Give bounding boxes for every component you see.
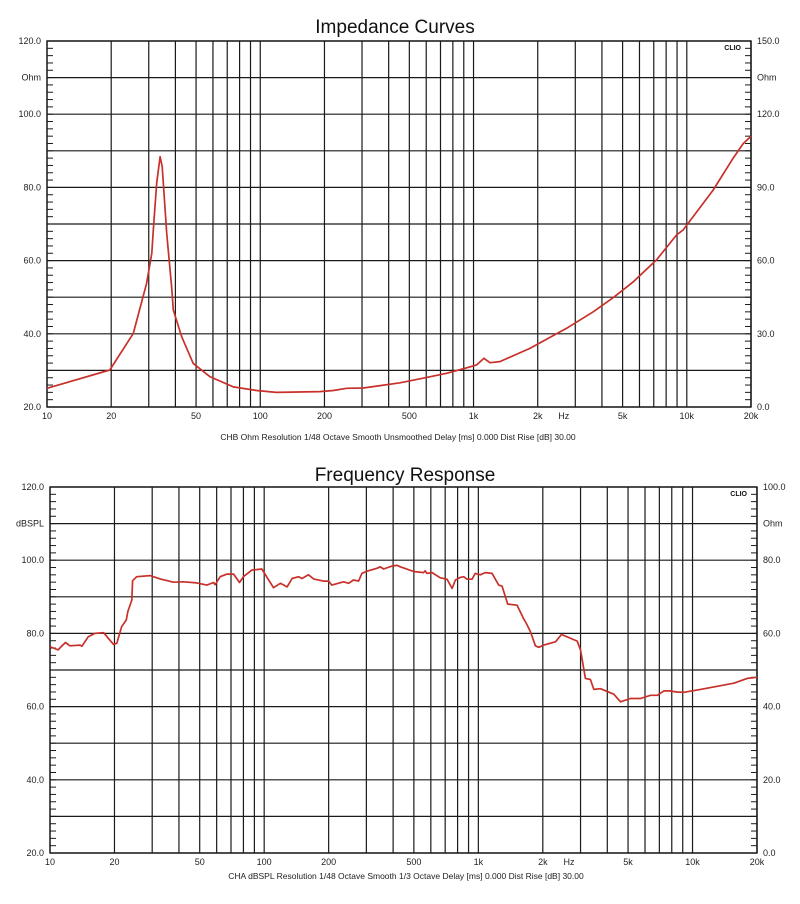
x-tick-label: 20k — [744, 411, 759, 421]
plot-frame — [49, 486, 758, 854]
x-tick-label: 5k — [618, 411, 628, 421]
y-tick-label-left: dBSPL — [16, 519, 44, 529]
x-tick-label: 100 — [253, 411, 268, 421]
x-tick-label: 20 — [106, 411, 116, 421]
y-tick-label-left: 100.0 — [21, 555, 44, 565]
x-tick-label: 50 — [195, 857, 205, 867]
x-tick-label: 20 — [109, 857, 119, 867]
clio-logo: CLIO — [724, 45, 741, 52]
chart-title: Frequency Response — [315, 465, 496, 486]
x-axis-unit-label: Hz — [564, 857, 575, 867]
x-tick-label: 1k — [469, 411, 479, 421]
clio-logo: CLIO — [730, 491, 747, 498]
y-tick-label-right: 80.0 — [763, 555, 781, 565]
grid — [46, 40, 752, 408]
y-tick-label-left: 60.0 — [23, 256, 41, 266]
x-tick-label: 5k — [623, 857, 633, 867]
y-tick-label-right: 30.0 — [757, 329, 775, 339]
x-tick-label: 10k — [680, 411, 695, 421]
x-tick-label: 200 — [321, 857, 336, 867]
y-tick-label-right: 0.0 — [757, 402, 770, 412]
y-tick-label-right: 60.0 — [763, 628, 781, 638]
x-tick-label: 10 — [42, 411, 52, 421]
grid — [49, 486, 758, 854]
y-tick-label-right: 90.0 — [757, 182, 775, 192]
y-tick-label-right: 40.0 — [763, 702, 781, 712]
x-axis-unit-label: Hz — [558, 411, 569, 421]
frequency-response-chart: Frequency Response CHA dBSPL Resolution … — [16, 465, 786, 881]
y-tick-label-left: 120.0 — [21, 482, 44, 492]
x-tick-label: 500 — [406, 857, 421, 867]
y-tick-label-left: 40.0 — [23, 329, 41, 339]
y-tick-label-right: Ohm — [763, 519, 783, 529]
y-tick-label-left: 60.0 — [26, 702, 44, 712]
x-tick-label: 2k — [533, 411, 543, 421]
y-tick-label-right: Ohm — [757, 73, 777, 83]
y-tick-label-left: 40.0 — [26, 775, 44, 785]
y-tick-label-left: 80.0 — [23, 182, 41, 192]
x-tick-label: 100 — [257, 857, 272, 867]
y-tick-label-left: 120.0 — [18, 36, 41, 46]
y-tick-label-left: 20.0 — [26, 848, 44, 858]
x-tick-label: 500 — [402, 411, 417, 421]
y-tick-label-right: 0.0 — [763, 848, 776, 858]
y-tick-label-right: 100.0 — [763, 482, 786, 492]
plot-frame — [46, 40, 752, 408]
y-tick-label-right: 150.0 — [757, 36, 780, 46]
x-tick-label: 10k — [685, 857, 700, 867]
y-tick-label-right: 120.0 — [757, 109, 780, 119]
y-tick-label-left: 100.0 — [18, 109, 41, 119]
x-tick-label: 1k — [474, 857, 484, 867]
impedance-chart: Impedance Curves CHB Ohm Resolution 1/48… — [18, 17, 779, 442]
chart-caption: CHA dBSPL Resolution 1/48 Octave Smooth … — [228, 871, 584, 881]
x-tick-label: 20k — [750, 857, 765, 867]
x-tick-label: 200 — [317, 411, 332, 421]
y-tick-label-right: 60.0 — [757, 256, 775, 266]
series-line-impedance — [46, 135, 752, 394]
chart-caption: CHB Ohm Resolution 1/48 Octave Smooth Un… — [220, 432, 576, 442]
chart-title: Impedance Curves — [315, 17, 474, 38]
series-line-spl — [49, 564, 758, 703]
y-tick-label-left: Ohm — [21, 73, 41, 83]
x-tick-label: 10 — [45, 857, 55, 867]
y-tick-label-right: 20.0 — [763, 775, 781, 785]
y-tick-label-left: 80.0 — [26, 628, 44, 638]
x-tick-label: 2k — [538, 857, 548, 867]
x-tick-label: 50 — [191, 411, 201, 421]
y-tick-label-left: 20.0 — [23, 402, 41, 412]
